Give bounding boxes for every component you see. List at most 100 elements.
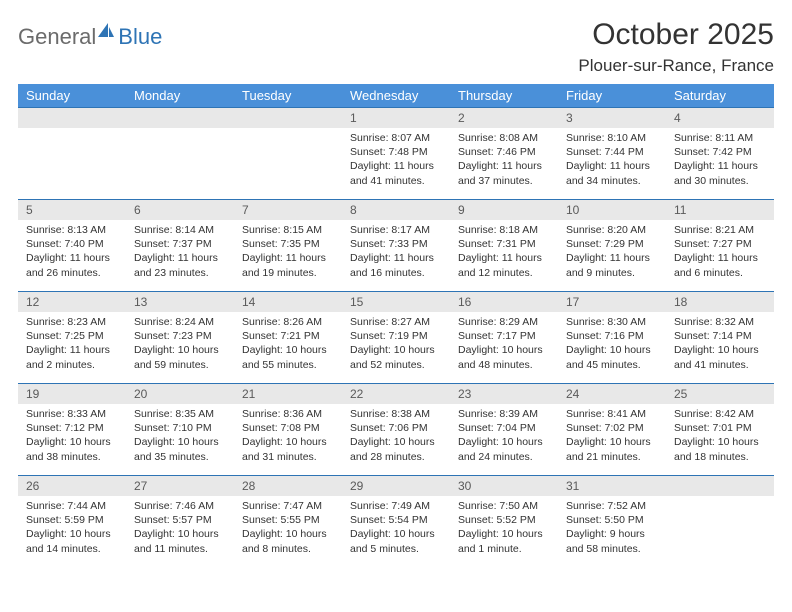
empty-day-bar [234,108,342,128]
day-details: Sunrise: 7:52 AMSunset: 5:50 PMDaylight:… [558,496,666,559]
day-header: Wednesday [342,84,450,108]
day-number: 22 [342,384,450,404]
day-cell: 25Sunrise: 8:42 AMSunset: 7:01 PMDayligh… [666,384,774,476]
day-details: Sunrise: 8:30 AMSunset: 7:16 PMDaylight:… [558,312,666,375]
day-cell [18,108,126,200]
day-cell: 21Sunrise: 8:36 AMSunset: 7:08 PMDayligh… [234,384,342,476]
day-details: Sunrise: 8:17 AMSunset: 7:33 PMDaylight:… [342,220,450,283]
day-header: Sunday [18,84,126,108]
day-cell: 22Sunrise: 8:38 AMSunset: 7:06 PMDayligh… [342,384,450,476]
day-number: 12 [18,292,126,312]
day-cell: 15Sunrise: 8:27 AMSunset: 7:19 PMDayligh… [342,292,450,384]
brand-text-blue: Blue [118,24,162,50]
day-header: Friday [558,84,666,108]
day-details: Sunrise: 8:42 AMSunset: 7:01 PMDaylight:… [666,404,774,467]
brand-sail-icon [96,21,116,44]
week-row: 26Sunrise: 7:44 AMSunset: 5:59 PMDayligh… [18,476,774,568]
day-number: 11 [666,200,774,220]
day-cell: 23Sunrise: 8:39 AMSunset: 7:04 PMDayligh… [450,384,558,476]
day-number: 8 [342,200,450,220]
day-details: Sunrise: 8:26 AMSunset: 7:21 PMDaylight:… [234,312,342,375]
day-cell: 2Sunrise: 8:08 AMSunset: 7:46 PMDaylight… [450,108,558,200]
day-number: 30 [450,476,558,496]
day-details: Sunrise: 8:36 AMSunset: 7:08 PMDaylight:… [234,404,342,467]
day-details: Sunrise: 8:38 AMSunset: 7:06 PMDaylight:… [342,404,450,467]
day-header: Monday [126,84,234,108]
day-number: 23 [450,384,558,404]
day-cell [666,476,774,568]
empty-day-bar [18,108,126,128]
day-cell: 4Sunrise: 8:11 AMSunset: 7:42 PMDaylight… [666,108,774,200]
day-cell: 26Sunrise: 7:44 AMSunset: 5:59 PMDayligh… [18,476,126,568]
day-cell: 9Sunrise: 8:18 AMSunset: 7:31 PMDaylight… [450,200,558,292]
day-number: 17 [558,292,666,312]
day-number: 24 [558,384,666,404]
day-number: 29 [342,476,450,496]
day-cell: 17Sunrise: 8:30 AMSunset: 7:16 PMDayligh… [558,292,666,384]
day-cell: 1Sunrise: 8:07 AMSunset: 7:48 PMDaylight… [342,108,450,200]
day-details: Sunrise: 7:44 AMSunset: 5:59 PMDaylight:… [18,496,126,559]
day-number: 9 [450,200,558,220]
day-cell: 13Sunrise: 8:24 AMSunset: 7:23 PMDayligh… [126,292,234,384]
day-number: 21 [234,384,342,404]
day-details: Sunrise: 8:29 AMSunset: 7:17 PMDaylight:… [450,312,558,375]
day-cell: 31Sunrise: 7:52 AMSunset: 5:50 PMDayligh… [558,476,666,568]
brand-text-general: General [18,24,96,50]
day-details: Sunrise: 8:35 AMSunset: 7:10 PMDaylight:… [126,404,234,467]
empty-day-bar [126,108,234,128]
calendar-table: Sunday Monday Tuesday Wednesday Thursday… [18,84,774,568]
day-number: 15 [342,292,450,312]
day-details: Sunrise: 8:07 AMSunset: 7:48 PMDaylight:… [342,128,450,191]
day-cell: 20Sunrise: 8:35 AMSunset: 7:10 PMDayligh… [126,384,234,476]
day-number: 1 [342,108,450,128]
day-number: 7 [234,200,342,220]
title-block: October 2025 Plouer-sur-Rance, France [578,18,774,76]
day-details: Sunrise: 8:23 AMSunset: 7:25 PMDaylight:… [18,312,126,375]
day-details: Sunrise: 8:10 AMSunset: 7:44 PMDaylight:… [558,128,666,191]
day-header-row: Sunday Monday Tuesday Wednesday Thursday… [18,84,774,108]
week-row: 12Sunrise: 8:23 AMSunset: 7:25 PMDayligh… [18,292,774,384]
location-label: Plouer-sur-Rance, France [578,56,774,76]
day-details: Sunrise: 8:20 AMSunset: 7:29 PMDaylight:… [558,220,666,283]
day-details: Sunrise: 7:50 AMSunset: 5:52 PMDaylight:… [450,496,558,559]
month-title: October 2025 [578,18,774,52]
day-cell: 18Sunrise: 8:32 AMSunset: 7:14 PMDayligh… [666,292,774,384]
day-header: Saturday [666,84,774,108]
day-details: Sunrise: 8:11 AMSunset: 7:42 PMDaylight:… [666,128,774,191]
day-cell: 29Sunrise: 7:49 AMSunset: 5:54 PMDayligh… [342,476,450,568]
week-row: 19Sunrise: 8:33 AMSunset: 7:12 PMDayligh… [18,384,774,476]
day-number: 4 [666,108,774,128]
day-number: 16 [450,292,558,312]
day-cell: 6Sunrise: 8:14 AMSunset: 7:37 PMDaylight… [126,200,234,292]
day-details: Sunrise: 8:08 AMSunset: 7:46 PMDaylight:… [450,128,558,191]
day-cell: 12Sunrise: 8:23 AMSunset: 7:25 PMDayligh… [18,292,126,384]
day-number: 20 [126,384,234,404]
day-number: 2 [450,108,558,128]
day-number: 6 [126,200,234,220]
day-cell: 14Sunrise: 8:26 AMSunset: 7:21 PMDayligh… [234,292,342,384]
day-number: 31 [558,476,666,496]
day-details: Sunrise: 8:24 AMSunset: 7:23 PMDaylight:… [126,312,234,375]
day-details: Sunrise: 7:49 AMSunset: 5:54 PMDaylight:… [342,496,450,559]
day-number: 26 [18,476,126,496]
day-number: 27 [126,476,234,496]
day-cell: 7Sunrise: 8:15 AMSunset: 7:35 PMDaylight… [234,200,342,292]
day-cell: 8Sunrise: 8:17 AMSunset: 7:33 PMDaylight… [342,200,450,292]
day-cell: 3Sunrise: 8:10 AMSunset: 7:44 PMDaylight… [558,108,666,200]
day-cell: 16Sunrise: 8:29 AMSunset: 7:17 PMDayligh… [450,292,558,384]
day-cell: 10Sunrise: 8:20 AMSunset: 7:29 PMDayligh… [558,200,666,292]
week-row: 5Sunrise: 8:13 AMSunset: 7:40 PMDaylight… [18,200,774,292]
empty-day-bar [666,476,774,496]
day-cell: 30Sunrise: 7:50 AMSunset: 5:52 PMDayligh… [450,476,558,568]
day-details: Sunrise: 8:14 AMSunset: 7:37 PMDaylight:… [126,220,234,283]
day-number: 10 [558,200,666,220]
day-number: 5 [18,200,126,220]
day-number: 13 [126,292,234,312]
day-details: Sunrise: 7:46 AMSunset: 5:57 PMDaylight:… [126,496,234,559]
day-cell: 28Sunrise: 7:47 AMSunset: 5:55 PMDayligh… [234,476,342,568]
day-details: Sunrise: 8:41 AMSunset: 7:02 PMDaylight:… [558,404,666,467]
day-cell [234,108,342,200]
day-number: 19 [18,384,126,404]
day-cell: 27Sunrise: 7:46 AMSunset: 5:57 PMDayligh… [126,476,234,568]
day-cell: 5Sunrise: 8:13 AMSunset: 7:40 PMDaylight… [18,200,126,292]
